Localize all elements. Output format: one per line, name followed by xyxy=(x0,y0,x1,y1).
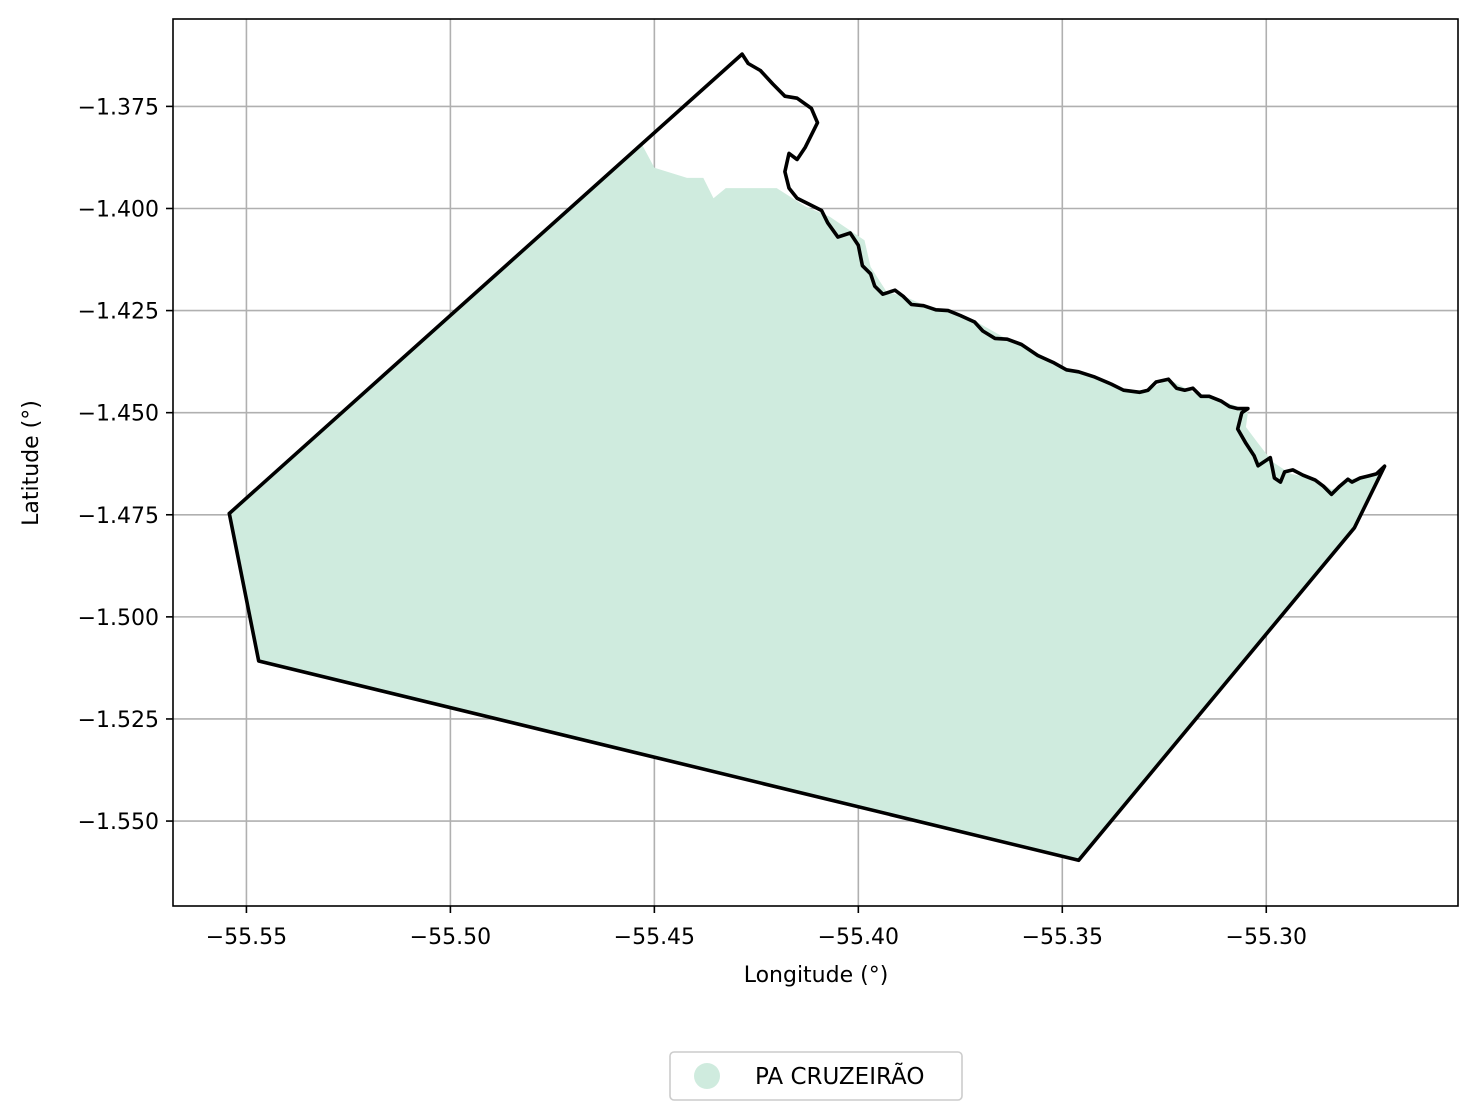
area-fill-polygon xyxy=(229,144,1385,861)
x-axis: −55.55 −55.50 −55.45 −55.40 −55.35 −55.30 xyxy=(206,906,1307,950)
plot-area xyxy=(227,52,1387,863)
legend-box xyxy=(669,1051,963,1101)
y-axis-label: Latitude (°) xyxy=(19,400,44,526)
x-tick-label: −55.55 xyxy=(206,925,287,950)
legend-label: PA CRUZEIRÃO xyxy=(755,1062,924,1090)
x-tick-label: −55.30 xyxy=(1226,925,1307,950)
legend: PA CRUZEIRÃO xyxy=(669,1051,963,1101)
y-tick-label: −1.500 xyxy=(78,606,159,631)
y-tick-label: −1.375 xyxy=(78,95,159,120)
y-tick-label: −1.400 xyxy=(78,197,159,222)
x-tick-label: −55.35 xyxy=(1022,925,1103,950)
y-tick-label: −1.475 xyxy=(78,504,159,529)
area-boundary-line xyxy=(227,52,1387,863)
x-tick-label: −55.50 xyxy=(410,925,491,950)
x-tick-label: −55.45 xyxy=(614,925,695,950)
legend-marker xyxy=(694,1063,720,1089)
y-axis: −1.375 −1.400 −1.425 −1.450 −1.475 −1.500 −1.5… xyxy=(78,95,173,835)
y-tick-label: −1.425 xyxy=(78,300,159,325)
y-tick-label: −1.525 xyxy=(78,708,159,733)
y-tick-label: −1.550 xyxy=(78,810,159,835)
plot-frame xyxy=(172,18,1459,907)
y-tick-label: −1.450 xyxy=(78,402,159,427)
x-tick-label: −55.40 xyxy=(818,925,899,950)
x-axis-label: Longitude (°) xyxy=(744,963,889,988)
